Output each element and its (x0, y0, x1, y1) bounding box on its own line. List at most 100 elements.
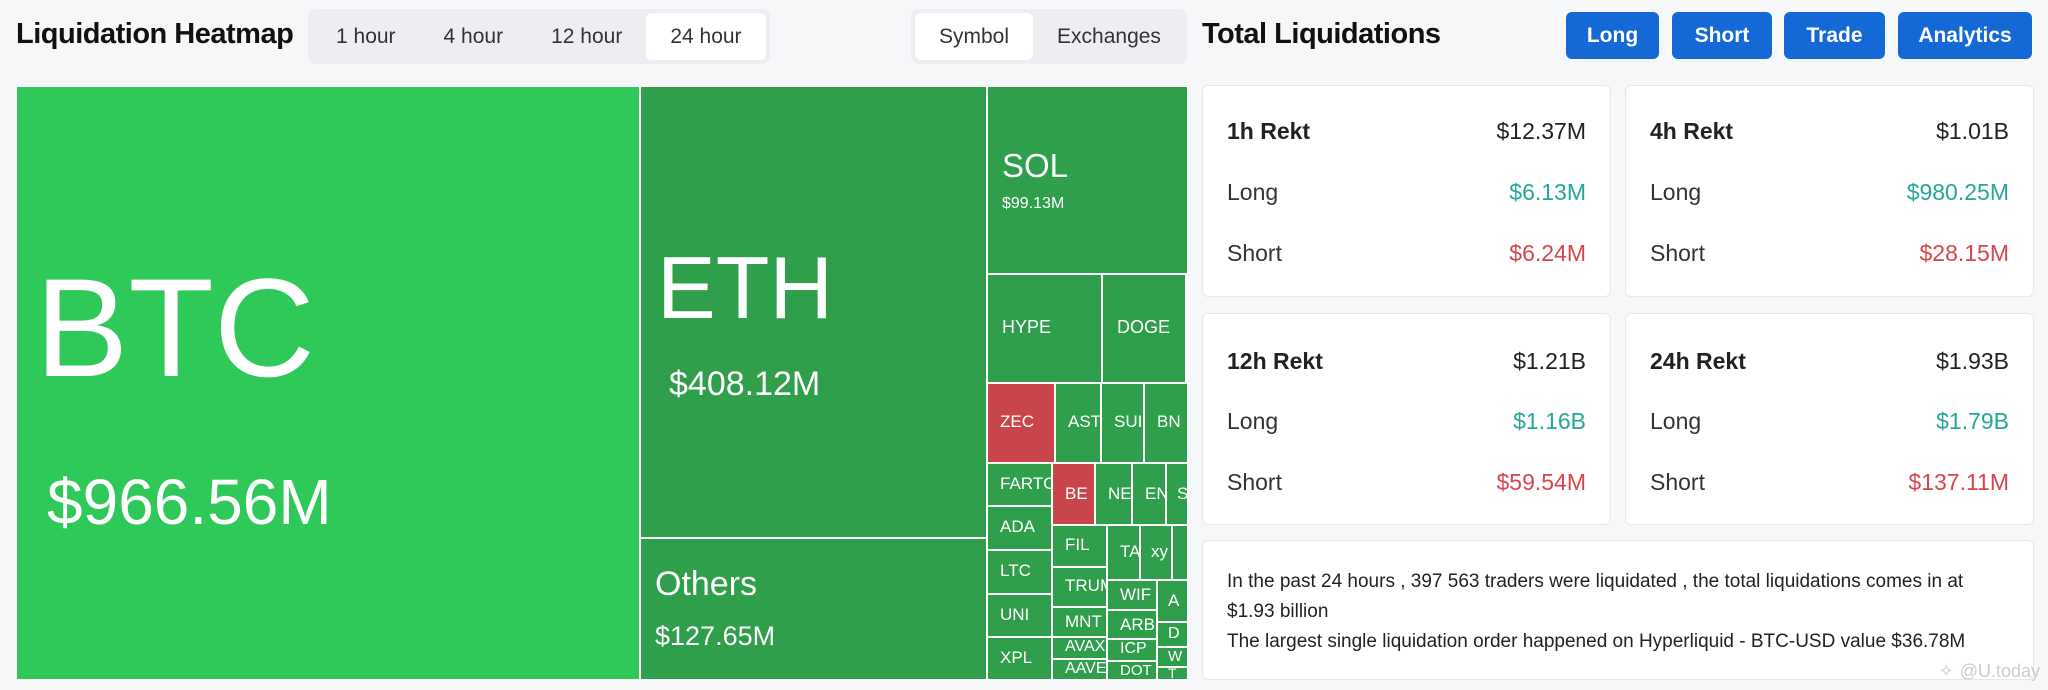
heatmap-cell[interactable]: FARTC (987, 463, 1052, 506)
short-value: $137.11M (1908, 469, 2009, 495)
cell-symbol: LTC (1000, 561, 1031, 580)
cell-value: $966.56M (47, 466, 332, 538)
tab-4-hour[interactable]: 4 hour (443, 24, 504, 48)
heatmap-cell[interactable] (1172, 525, 1188, 580)
heatmap-cell[interactable]: DOGE (1102, 274, 1186, 383)
cell-symbol: AAVE (1065, 660, 1107, 677)
heatmap-cell[interactable]: AST (1055, 383, 1101, 463)
heatmap-cell[interactable]: UNI (987, 594, 1052, 637)
heatmap-cell[interactable]: DOT (1107, 661, 1157, 680)
analytics-button[interactable]: Analytics (1898, 12, 2032, 59)
cell-value: $99.13M (1002, 195, 1065, 212)
cell-symbol: BTC (35, 249, 315, 406)
cell-symbol: Others (655, 565, 758, 603)
trade-button[interactable]: Trade (1784, 12, 1885, 59)
heatmap-cell[interactable]: HYPE (987, 274, 1102, 383)
stat-card-12h: 12h Rekt $1.21B Long $1.16B Short $59.54M (1202, 313, 1611, 525)
short-label: Short (1650, 240, 1705, 266)
watermark-text: @U.today (1959, 661, 2040, 681)
heatmap-cell[interactable]: ICP (1107, 639, 1157, 661)
short-button[interactable]: Short (1672, 12, 1772, 59)
heatmap-cell[interactable]: AAVE (1052, 659, 1107, 680)
heatmap-cell[interactable]: NE (1095, 463, 1132, 525)
heatmap-cell[interactable]: LTC (987, 550, 1052, 594)
cell-symbol: EN (1145, 484, 1165, 503)
long-value: $1.79B (1936, 408, 2009, 434)
heatmap-cell[interactable]: AVAX (1052, 637, 1107, 659)
heatmap-cell[interactable]: TA (1107, 525, 1140, 580)
cell-symbol: A (1168, 591, 1180, 610)
heatmap-cell[interactable]: xy (1140, 525, 1172, 580)
heatmap-cell-others[interactable]: Others $127.65M (640, 538, 987, 680)
heatmap-cell[interactable]: T (1157, 667, 1188, 680)
liquidation-heatmap: BTC $966.56M ETH $408.12M Others $127.65… (16, 86, 1188, 680)
long-value: $980.25M (1906, 179, 2009, 205)
cell-symbol: AST (1068, 412, 1101, 431)
heatmap-cell[interactable]: W (1157, 647, 1188, 667)
heatmap-cell[interactable]: ZEC (987, 383, 1055, 463)
short-value: $6.24M (1509, 240, 1586, 266)
heatmap-cell-btc[interactable]: BTC $966.56M (16, 86, 640, 680)
stat-card-4h: 4h Rekt $1.01B Long $980.25M Short $28.15M (1625, 85, 2034, 297)
heatmap-cell-eth[interactable]: ETH $408.12M (640, 86, 987, 538)
cell-symbol: SUI (1114, 412, 1143, 431)
cell-symbol: NE (1108, 484, 1132, 503)
cell-symbol: S (1177, 484, 1188, 503)
stat-total: $12.37M (1496, 118, 1586, 144)
summary-line-2: The largest single liquidation order hap… (1227, 631, 1966, 652)
cell-symbol: UNI (1000, 605, 1030, 624)
cell-symbol: D (1168, 625, 1180, 642)
cell-symbol: MNT (1065, 612, 1102, 631)
cell-symbol: DOT (1120, 662, 1152, 679)
cell-symbol: T (1168, 667, 1177, 680)
cell-symbol: W (1168, 648, 1183, 665)
stat-label: 24h Rekt (1650, 348, 1746, 374)
heatmap-cell[interactable]: XPL (987, 637, 1052, 680)
cell-symbol: HYPE (1002, 317, 1052, 337)
summary-line-1: In the past 24 hours , 397 563 traders w… (1227, 571, 1964, 622)
cell-symbol: ZEC (1000, 412, 1034, 431)
page-title: Liquidation Heatmap (16, 18, 294, 50)
heatmap-cell[interactable]: D (1157, 622, 1188, 647)
short-label: Short (1227, 240, 1282, 266)
tab-12-hour[interactable]: 12 hour (551, 24, 623, 48)
long-button[interactable]: Long (1566, 12, 1659, 59)
heatmap-cell[interactable]: TRUM (1052, 567, 1107, 607)
watermark-logo-icon: ✧ (1938, 661, 1954, 681)
cell-symbol: ETH (657, 238, 833, 337)
cell-symbol: SOL (1002, 147, 1069, 184)
tab-symbol[interactable]: Symbol (915, 13, 1034, 60)
heatmap-cell[interactable]: BE (1052, 463, 1095, 525)
heatmap-cell[interactable]: MNT (1052, 607, 1107, 637)
heatmap-cell[interactable]: S (1166, 463, 1188, 525)
tab-exchanges[interactable]: Exchanges (1057, 24, 1161, 48)
heatmap-cell[interactable]: ADA (987, 506, 1052, 550)
heatmap-cell[interactable]: EN (1132, 463, 1166, 525)
liquidation-summary: In the past 24 hours , 397 563 traders w… (1202, 540, 2034, 680)
heatmap-cell[interactable]: BN (1144, 383, 1188, 463)
cell-symbol: AVAX (1065, 638, 1106, 655)
tab-24-hour[interactable]: 24 hour (646, 13, 766, 60)
cell-symbol: ARB (1120, 615, 1155, 634)
cell-symbol: WIF (1120, 585, 1152, 604)
tab-1-hour[interactable]: 1 hour (336, 24, 396, 48)
cell-symbol: ADA (1000, 517, 1035, 536)
cell-symbol: FARTC (1000, 474, 1052, 493)
cell-symbol: TA (1120, 542, 1140, 561)
total-liquidations-title: Total Liquidations (1202, 18, 1441, 50)
cell-symbol: TRUM (1065, 576, 1106, 595)
heatmap-cell[interactable] (1186, 274, 1188, 383)
heatmap-cell[interactable]: FIL (1052, 525, 1107, 567)
stat-card-24h: 24h Rekt $1.93B Long $1.79B Short $137.11M (1625, 313, 2034, 525)
cell-symbol: BE (1065, 484, 1088, 503)
time-range-tabs: 1 hour 4 hour 12 hour 24 hour (308, 9, 770, 64)
heatmap-cell[interactable]: A (1157, 580, 1188, 622)
heatmap-cell[interactable]: WIF (1107, 580, 1157, 610)
stat-total: $1.01B (1936, 118, 2009, 144)
cell-symbol: BN (1157, 412, 1181, 431)
cell-symbol: FIL (1065, 535, 1090, 554)
heatmap-cell[interactable]: SUI (1101, 383, 1144, 463)
heatmap-cell[interactable]: ARB (1107, 610, 1157, 639)
heatmap-cell-sol[interactable]: SOL $99.13M (987, 86, 1188, 274)
long-value: $6.13M (1509, 179, 1586, 205)
